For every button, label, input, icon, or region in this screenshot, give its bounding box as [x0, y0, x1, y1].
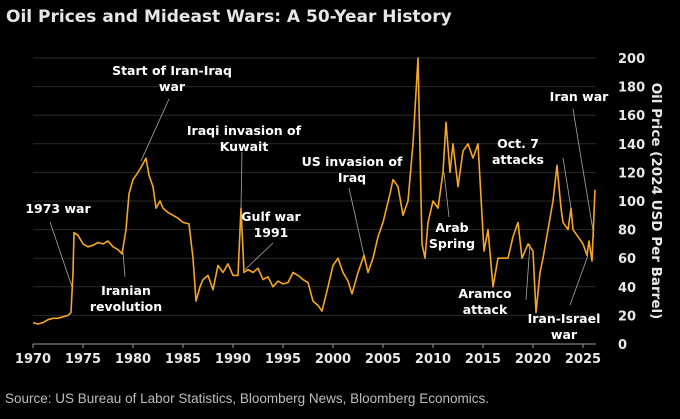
x-tick-label: 1990 — [215, 352, 251, 367]
annotation-line: Oct. 7 — [497, 136, 539, 151]
annotation-leader — [122, 252, 126, 278]
x-tick-label: 2025 — [565, 352, 601, 367]
annotation-label: Iranian revolution — [90, 283, 162, 314]
gridlines — [33, 57, 596, 316]
annotation-line: Iranian — [101, 283, 151, 298]
y-tick-label: 140 — [618, 138, 645, 153]
annotation-line: Gulf war — [241, 209, 301, 224]
annotation-leader — [443, 172, 450, 218]
annotation-line: Arab — [435, 220, 468, 235]
annotation-leader — [572, 108, 595, 237]
x-tick-label: 2020 — [515, 352, 551, 367]
annotation-leader — [525, 243, 531, 301]
annotation-line: Iran-Israel — [528, 311, 601, 326]
annotation-line: revolution — [90, 299, 162, 314]
x-tick-label: 1975 — [65, 352, 101, 367]
annotation-line: US invasion of — [302, 154, 403, 169]
x-tick-label: 1995 — [265, 352, 301, 367]
annotation-line: 1991 — [254, 225, 289, 240]
annotation-label: Arab Spring — [429, 220, 475, 251]
annotation-line: attacks — [492, 152, 544, 167]
y-tick-label: 160 — [618, 109, 645, 124]
y-tick-label: 20 — [618, 309, 636, 324]
x-tick-label: 1980 — [115, 352, 151, 367]
annotation-line: Spring — [429, 236, 475, 251]
y-tick-label: 80 — [618, 224, 636, 239]
series-line-oil-price — [32, 57, 596, 325]
annotation-label: Iran war — [550, 89, 609, 104]
x-tick-label: 2015 — [465, 352, 501, 367]
x-tick-label: 2010 — [415, 352, 451, 367]
annotation-label: 1973 war — [25, 201, 91, 216]
y-tick-label: 100 — [618, 195, 645, 210]
annotation-label: Aramco attack — [458, 286, 512, 317]
annotation-line: Kuwait — [220, 139, 269, 154]
annotation-label: Start of Iran-Iraq war — [112, 63, 232, 94]
chart-title: Oil Prices and Mideast Wars: A 50-Year H… — [6, 7, 452, 27]
annotation-leader — [348, 187, 365, 256]
annotation-label: Gulf war 1991 — [241, 209, 301, 240]
annotation-line: Start of Iran-Iraq — [112, 63, 232, 78]
annotation-line: Iraqi invasion of — [187, 123, 302, 138]
annotation-leader — [244, 242, 274, 270]
annotation-line: war — [551, 327, 578, 342]
y-tick-label: 180 — [618, 81, 645, 96]
y-tick-label: 200 — [618, 52, 645, 67]
annotation-leader — [140, 98, 170, 162]
x-tick-label: 2000 — [315, 352, 351, 367]
y-tick-label: 120 — [618, 166, 645, 181]
y-axis: 0 20 40 60 80 100 120 140 160 180 200 — [618, 52, 645, 353]
annotation-label: US invasion of Iraq — [302, 154, 403, 185]
annotation-leader — [240, 151, 243, 209]
annotation-line: Iraq — [338, 170, 366, 185]
y-tick-label: 60 — [618, 252, 636, 267]
x-tick-label: 1970 — [15, 352, 51, 367]
y-tick-label: 0 — [618, 338, 627, 353]
x-tick-label: 1985 — [165, 352, 201, 367]
annotation-leader — [49, 221, 73, 287]
annotation-leaders — [49, 98, 595, 306]
annotation-leader — [569, 255, 589, 306]
y-tick-label: 40 — [618, 281, 636, 296]
annotation-line: war — [159, 79, 186, 94]
y-axis-label: Oil Price (2024 USD Per Barrel) — [648, 83, 664, 320]
source-note: Source: US Bureau of Labor Statistics, B… — [5, 391, 489, 406]
annotation-line: 1973 war — [25, 201, 91, 216]
x-tick-label: 2005 — [365, 352, 401, 367]
x-axis: 1970 1975 1980 1985 1990 1995 2000 2005 2010 2015… — [15, 343, 601, 367]
annotation-label: Iraqi invasion of Kuwait — [187, 123, 302, 154]
annotation-label: Iran-Israel war — [528, 311, 601, 342]
annotation-line: Iran war — [550, 89, 609, 104]
annotation-leader — [562, 157, 572, 209]
annotation-line: Aramco — [458, 286, 512, 301]
annotation-line: attack — [463, 302, 508, 317]
annotation-label: Oct. 7 attacks — [492, 136, 544, 167]
